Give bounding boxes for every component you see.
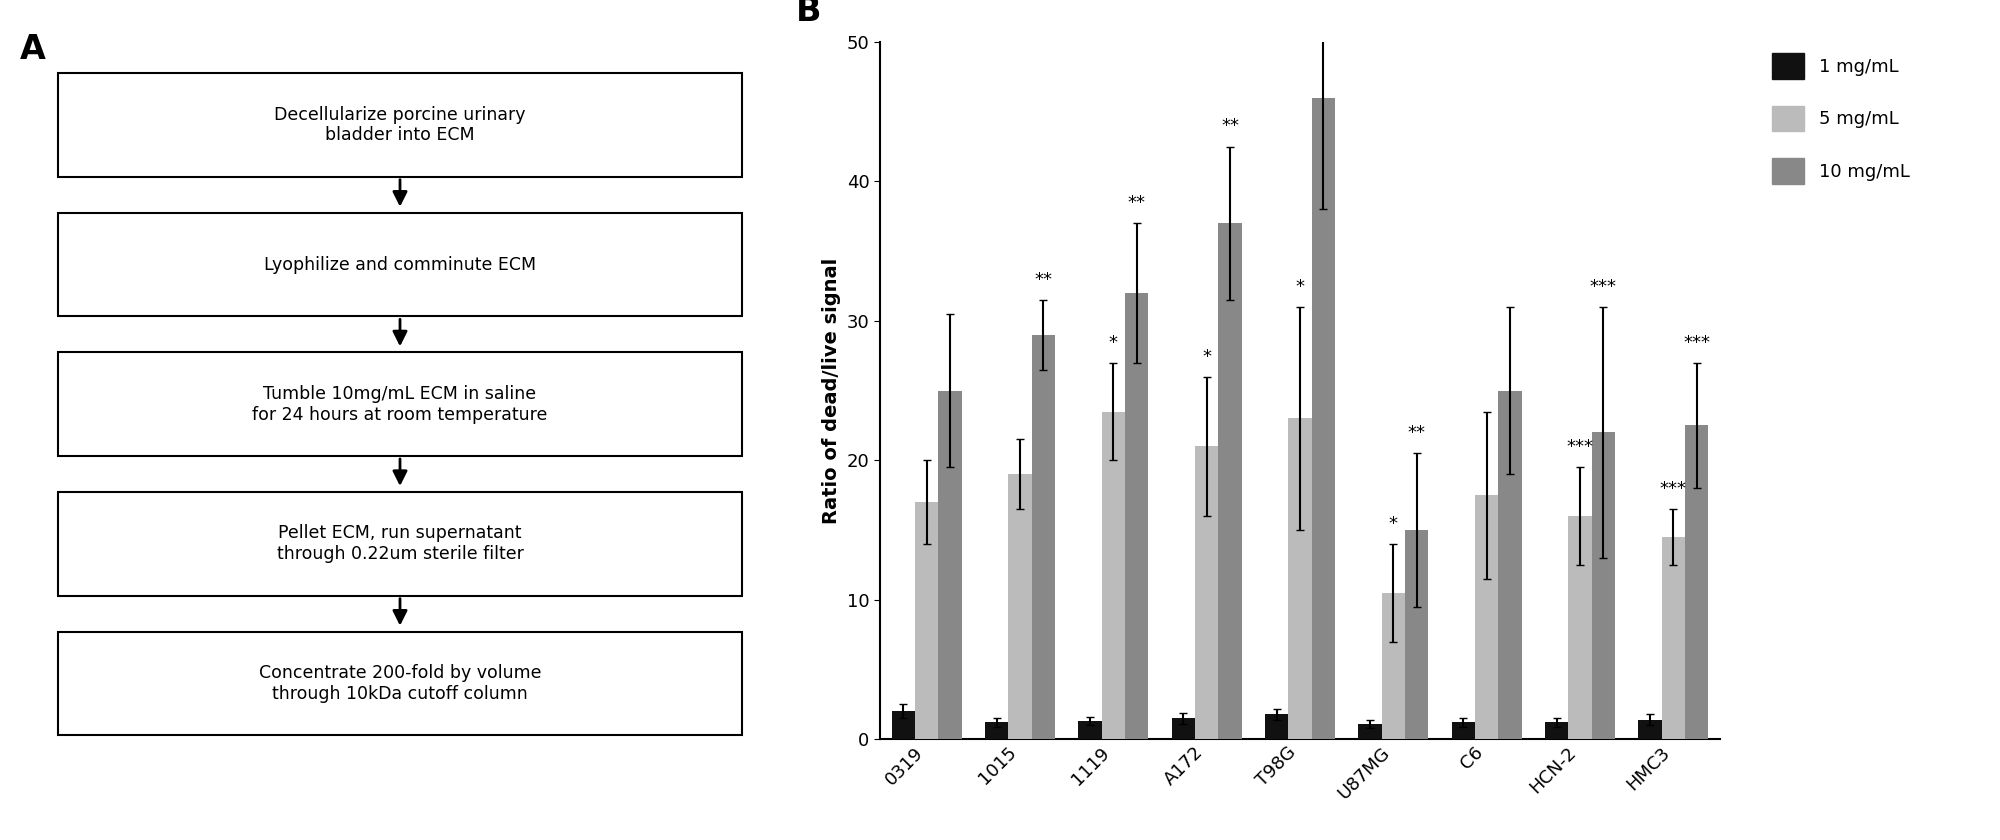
Text: **: ** [1408, 424, 1426, 442]
Bar [58, 492, 742, 596]
Bar [984, 722, 1008, 739]
Text: **: ** [1128, 194, 1146, 213]
Bar [1124, 293, 1148, 739]
Bar [1662, 537, 1684, 739]
Text: *: * [1202, 348, 1212, 365]
Bar [892, 711, 916, 739]
Bar [1638, 720, 1662, 739]
Bar [1102, 412, 1124, 739]
Text: **: ** [1034, 270, 1052, 289]
Text: Decellularize porcine urinary
bladder into ECM: Decellularize porcine urinary bladder in… [274, 106, 526, 144]
Bar [58, 632, 742, 736]
Y-axis label: Ratio of dead/live signal: Ratio of dead/live signal [822, 258, 842, 523]
Bar [1288, 418, 1312, 739]
Text: Lyophilize and comminute ECM: Lyophilize and comminute ECM [264, 255, 536, 274]
Bar [938, 391, 962, 739]
Bar [58, 73, 742, 177]
Bar [1008, 475, 1032, 739]
Text: **: ** [1220, 118, 1240, 135]
Bar [1032, 335, 1054, 739]
Bar [1078, 721, 1102, 739]
Text: Tumble 10mg/mL ECM in saline
for 24 hours at room temperature: Tumble 10mg/mL ECM in saline for 24 hour… [252, 385, 548, 423]
Bar [1592, 433, 1614, 739]
Text: B: B [796, 0, 822, 28]
Bar [1452, 722, 1474, 739]
Bar [1358, 724, 1382, 739]
Bar [1568, 516, 1592, 739]
Text: ***: *** [1566, 438, 1594, 456]
Bar [1218, 223, 1242, 739]
Bar [58, 213, 742, 317]
Bar [1544, 722, 1568, 739]
Bar [916, 502, 938, 739]
Text: *: * [1296, 278, 1304, 296]
Text: Pellet ECM, run supernatant
through 0.22um sterile filter: Pellet ECM, run supernatant through 0.22… [276, 524, 524, 564]
Bar [1172, 718, 1194, 739]
Bar [1196, 446, 1218, 739]
Text: ***: *** [1590, 278, 1616, 296]
Text: ***: *** [1660, 480, 1686, 498]
Text: *: * [1388, 515, 1398, 533]
Bar [1498, 391, 1522, 739]
Text: *: * [1108, 333, 1118, 352]
Text: Concentrate 200-fold by volume
through 10kDa cutoff column: Concentrate 200-fold by volume through 1… [258, 664, 542, 703]
Bar [1476, 495, 1498, 739]
Legend: 1 mg/mL, 5 mg/mL, 10 mg/mL: 1 mg/mL, 5 mg/mL, 10 mg/mL [1762, 44, 1918, 193]
Bar [58, 353, 742, 456]
Bar [1382, 593, 1404, 739]
Bar [1404, 530, 1428, 739]
Bar [1266, 714, 1288, 739]
Text: ***: *** [1684, 333, 1710, 352]
Bar [1312, 97, 1334, 739]
Text: A: A [20, 33, 46, 66]
Bar [1684, 425, 1708, 739]
